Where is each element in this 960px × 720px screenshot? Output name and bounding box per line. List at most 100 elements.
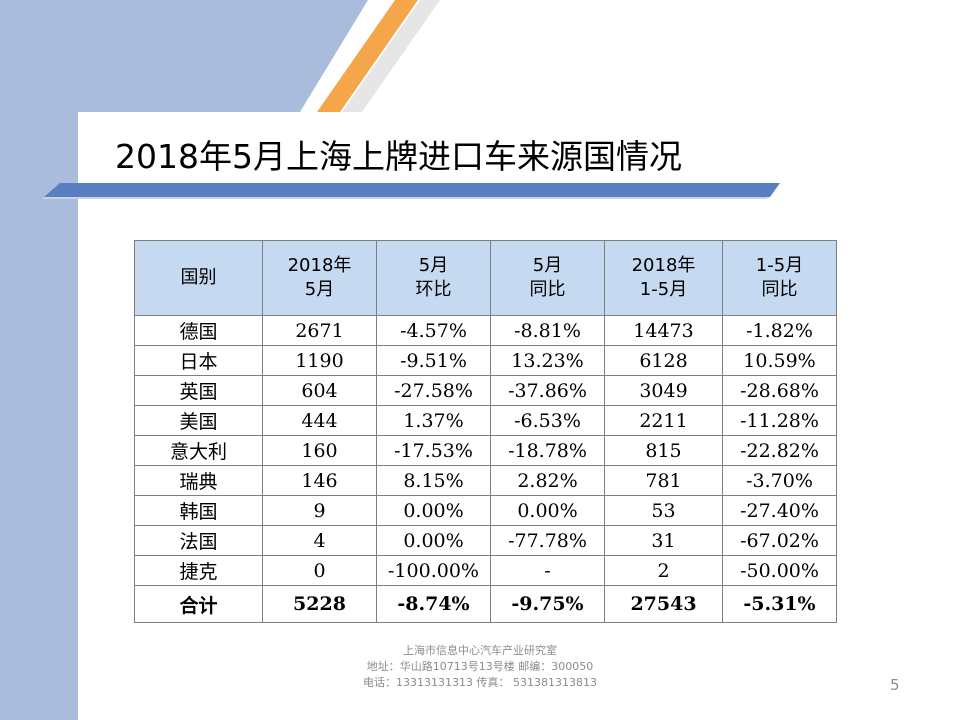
value-cell: 2211: [604, 405, 723, 436]
value-cell: 146: [262, 465, 377, 496]
value-cell: 160: [262, 435, 377, 466]
footer-info: 上海市信息中心汽车产业研究室 地址：华山路10713号13号楼 邮编：30005…: [300, 643, 660, 691]
column-header-line: 5月: [418, 255, 449, 276]
value-cell: -: [490, 555, 605, 586]
value-cell: -28.68%: [722, 375, 837, 406]
table-row: 瑞典 146 8.15% 2.82% 781 -3.70%: [134, 465, 837, 496]
value-cell: -100.00%: [376, 555, 491, 586]
decor-stripe-gray: [342, 0, 440, 112]
table-row: 德国 2671 -4.57% -8.81% 14473 -1.82%: [134, 315, 837, 346]
footer-org: 上海市信息中心汽车产业研究室: [403, 644, 557, 657]
value-cell: 6128: [604, 345, 723, 376]
value-cell: -18.78%: [490, 435, 605, 466]
country-cell: 韩国: [134, 495, 263, 526]
page-number: 5: [890, 676, 900, 694]
column-header: 5月环比: [376, 240, 491, 316]
country-cell: 意大利: [134, 435, 263, 466]
column-header-line: 环比: [415, 279, 452, 300]
column-header: 1-5月同比: [722, 240, 837, 316]
country-cell: 法国: [134, 525, 263, 556]
value-cell: -3.70%: [722, 465, 837, 496]
value-cell: -27.58%: [376, 375, 491, 406]
import-source-table: 国别 2018年 5月 5月 环比 5月 同比 2018年 1-5月 1-5月 同比 德国 2671-…: [134, 240, 837, 623]
country-cell: 瑞典: [134, 465, 263, 496]
column-header-line: 5月: [304, 279, 335, 300]
table-row: 日本 1190 -9.51% 13.23% 6128 10.59%: [134, 345, 837, 376]
total-value-cell: 27543: [604, 585, 723, 623]
value-cell: 0.00%: [376, 525, 491, 556]
column-header: 2018年 1-5月: [604, 240, 723, 316]
column-header-line: 1-5月: [639, 279, 688, 300]
value-cell: -1.82%: [722, 315, 837, 346]
value-cell: -11.28%: [722, 405, 837, 436]
value-cell: 53: [604, 495, 723, 526]
value-cell: -67.02%: [722, 525, 837, 556]
value-cell: 4: [262, 525, 377, 556]
column-header-line: 同比: [529, 279, 566, 300]
value-cell: 13.23%: [490, 345, 605, 376]
country-cell: 英国: [134, 375, 263, 406]
table-row: 英国 604 -27.58% -37.86% 3049 -28.68%: [134, 375, 837, 406]
title-bar-shade: [42, 197, 770, 199]
value-cell: 31: [604, 525, 723, 556]
accent-stripe: [317, 0, 418, 112]
value-cell: -9.51%: [376, 345, 491, 376]
value-cell: 3049: [604, 375, 723, 406]
country-cell: 捷克: [134, 555, 263, 586]
sidebar-panel: [0, 0, 368, 720]
value-cell: 1190: [262, 345, 377, 376]
value-cell: 815: [604, 435, 723, 466]
value-cell: 1.37%: [376, 405, 491, 436]
country-cell: 美国: [134, 405, 263, 436]
total-value-cell: -8.74%: [376, 585, 491, 623]
value-cell: 9: [262, 495, 377, 526]
total-value-cell: 5228: [262, 585, 377, 623]
total-label-cell: 合计: [134, 585, 263, 623]
table-row: 韩国 9 0.00% 0.00% 53 -27.40%: [134, 495, 837, 526]
table-header-row: 国别 2018年 5月 5月 环比 5月 同比 2018年 1-5月 1-5月 同比: [134, 240, 837, 316]
footer-address: 地址：华山路10713号13号楼 邮编：300050: [366, 660, 594, 673]
value-cell: 0.00%: [490, 495, 605, 526]
value-cell: 8.15%: [376, 465, 491, 496]
value-cell: -8.81%: [490, 315, 605, 346]
value-cell: 0: [262, 555, 377, 586]
column-header-line: 5月: [532, 255, 563, 276]
value-cell: -22.82%: [722, 435, 837, 466]
value-cell: 444: [262, 405, 377, 436]
table-row: 意大利 160 -17.53% -18.78% 815 -22.82%: [134, 435, 837, 466]
title-bar: [44, 183, 780, 197]
country-cell: 日本: [134, 345, 263, 376]
value-cell: -50.00%: [722, 555, 837, 586]
value-cell: 2: [604, 555, 723, 586]
column-header-line: 2018年: [631, 255, 696, 276]
value-cell: -6.53%: [490, 405, 605, 436]
value-cell: -77.78%: [490, 525, 605, 556]
value-cell: 604: [262, 375, 377, 406]
value-cell: 10.59%: [722, 345, 837, 376]
column-header-line: 国别: [180, 267, 217, 288]
column-header: 5月同比: [490, 240, 605, 316]
value-cell: 14473: [604, 315, 723, 346]
value-cell: -4.57%: [376, 315, 491, 346]
total-value-cell: -9.75%: [490, 585, 605, 623]
total-value-cell: -5.31%: [722, 585, 837, 623]
column-header-line: 2018年: [287, 255, 352, 276]
column-header: 国别: [134, 240, 263, 316]
value-cell: 0.00%: [376, 495, 491, 526]
slide-title: 2018年5月上海上牌进口车来源国情况: [115, 137, 682, 176]
value-cell: -17.53%: [376, 435, 491, 466]
column-header-line: 1-5月: [755, 255, 804, 276]
table-row: 美国 444 1.37% -6.53% 2211 -11.28%: [134, 405, 837, 436]
table-row: 法国 4 0.00% -77.78% 31 -67.02%: [134, 525, 837, 556]
value-cell: 2.82%: [490, 465, 605, 496]
country-cell: 德国: [134, 315, 263, 346]
value-cell: -27.40%: [722, 495, 837, 526]
column-header-line: 同比: [761, 279, 798, 300]
footer-contact: 电话：13313131313 传真： 531381313813: [363, 676, 597, 689]
table-row: 捷克 0 -100.00% -2 -50.00%: [134, 555, 837, 586]
table-total-row: 合计 5228 -8.74% -9.75% 27543 -5.31%: [134, 585, 837, 623]
value-cell: 781: [604, 465, 723, 496]
column-header: 2018年 5月: [262, 240, 377, 316]
value-cell: -37.86%: [490, 375, 605, 406]
